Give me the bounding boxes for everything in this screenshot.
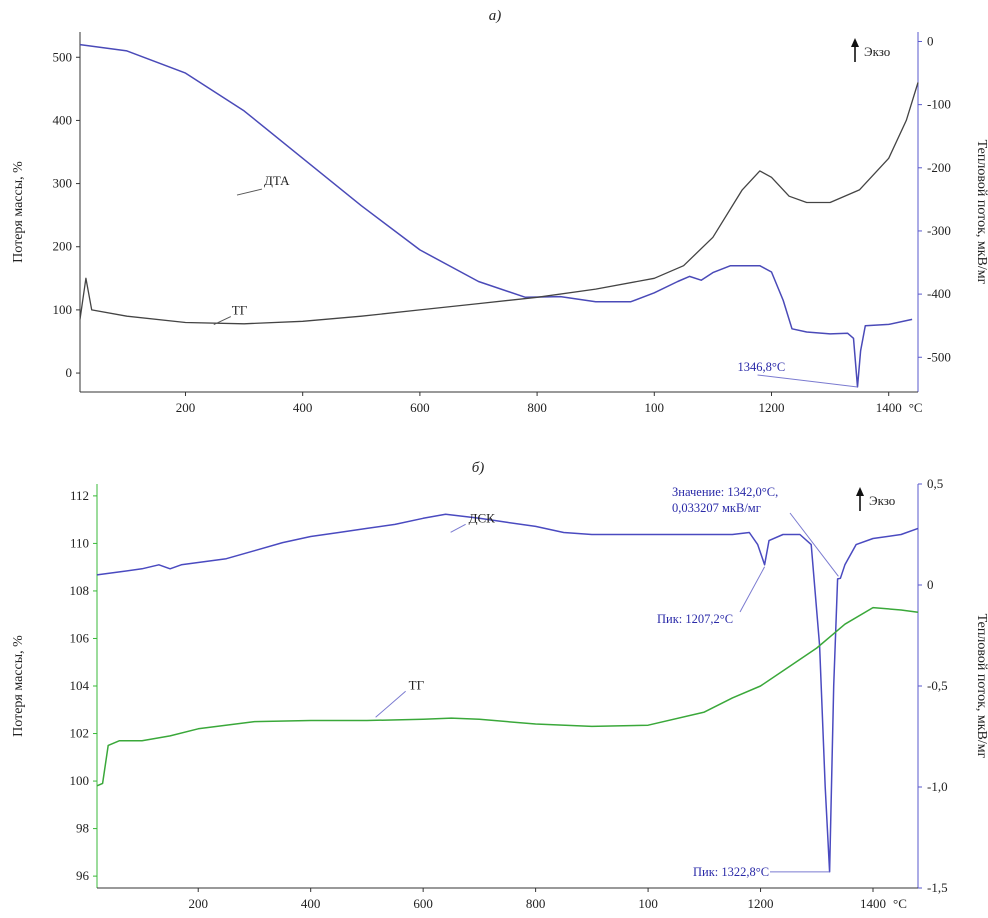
right-y-tick-label: -1,5 [927, 880, 948, 895]
annotation-value-line2: 0,033207 мкВ/мг [672, 501, 761, 515]
annotation-leader [450, 523, 466, 533]
exo-label: Экзо [869, 493, 895, 508]
left-axis-title: Потеря массы, % [11, 161, 26, 263]
annotation-tg: ТГ [232, 303, 248, 318]
left-y-tick-label: 100 [53, 302, 73, 317]
x-tick-label: 100 [645, 400, 665, 415]
left-y-tick-label: 112 [70, 488, 89, 503]
x-tick-label: 1200 [758, 400, 784, 415]
annotation-leader [375, 690, 406, 718]
x-tick-label: 1200 [748, 896, 774, 911]
x-tick-label: 800 [527, 400, 547, 415]
left-y-tick-label: 100 [70, 773, 90, 788]
right-y-tick-label: -500 [927, 349, 951, 364]
annotation-dsk: ДСК [469, 510, 496, 525]
right-y-tick-label: -0,5 [927, 678, 948, 693]
series-line-2 [96, 606, 919, 787]
x-tick-label: 1400 [876, 400, 902, 415]
annotation-peak-1: Пик: 1207,2°С [657, 612, 733, 626]
x-tick-label: 600 [410, 400, 430, 415]
left-y-tick-label: 200 [53, 239, 73, 254]
panel-a-chart: а) 200 400 600 800 100 1200 1400 °C 0 100 200 300 400… [11, 8, 988, 415]
right-y-tick-label: -200 [927, 160, 951, 175]
left-axis-title: Потеря массы, % [11, 635, 26, 737]
exo-arrowhead-icon [856, 487, 864, 496]
x-unit-label: °C [909, 400, 923, 415]
right-axis-title: Тепловой поток, мкВ/мг [974, 140, 988, 285]
left-y-tick-label: 0 [66, 365, 73, 380]
x-tick-label: 100 [638, 896, 658, 911]
x-tick-label: 400 [293, 400, 313, 415]
left-y-tick-label: 400 [53, 112, 73, 127]
annotation-leader [789, 512, 839, 577]
left-y-tick-label: 106 [70, 630, 90, 645]
annotation-leader [236, 188, 263, 196]
x-tick-label: 200 [176, 400, 196, 415]
x-tick-label: 800 [526, 896, 546, 911]
left-y-tick-label: 98 [76, 821, 89, 836]
annotation-value-line1: Значение: 1342,0°С, [672, 485, 778, 499]
left-y-tick-label: 500 [53, 49, 73, 64]
left-y-tick-label: 108 [70, 583, 90, 598]
panel-b-chart: б) 200 400 600 800 100 1200 1400 °С 96 98 100 102 104… [11, 460, 988, 911]
x-tick-label: 1400 [860, 896, 886, 911]
left-y-tick-label: 300 [53, 176, 73, 191]
annotation-tg: ТГ [409, 677, 425, 692]
x-tick-label: 200 [188, 896, 208, 911]
annotation-leader [757, 374, 858, 388]
annotation-peak-a: 1346,8°С [738, 360, 786, 374]
series-line-2 [79, 82, 919, 325]
x-unit-label: °С [893, 896, 907, 911]
annotation-dta: ДТА [264, 173, 290, 188]
panel-label: а) [489, 8, 502, 24]
left-y-tick-label: 102 [70, 726, 90, 741]
right-y-tick-label: 0 [927, 577, 934, 592]
x-tick-label: 400 [301, 896, 321, 911]
exo-arrowhead-icon [851, 38, 859, 47]
left-y-tick-label: 110 [70, 535, 89, 550]
x-tick-label: 600 [413, 896, 433, 911]
left-y-tick-label: 96 [76, 868, 90, 883]
exo-label: Экзо [864, 44, 890, 59]
right-y-tick-label: -1,0 [927, 779, 948, 794]
right-axis-title: Тепловой поток, мкВ/мг [974, 614, 988, 759]
right-y-tick-label: -300 [927, 223, 951, 238]
annotation-peak-2: Пик: 1322,8°С [693, 865, 769, 879]
series-line-1 [79, 43, 913, 388]
annotation-leader [213, 316, 232, 325]
annotation-leader [739, 566, 766, 613]
right-y-tick-label: -100 [927, 97, 951, 112]
right-y-tick-label: -400 [927, 286, 951, 301]
right-y-tick-label: 0 [927, 33, 934, 48]
panel-label: б) [472, 460, 485, 476]
left-y-tick-label: 104 [70, 678, 90, 693]
right-y-tick-label: 0,5 [927, 476, 943, 491]
series-line-1 [96, 513, 919, 873]
